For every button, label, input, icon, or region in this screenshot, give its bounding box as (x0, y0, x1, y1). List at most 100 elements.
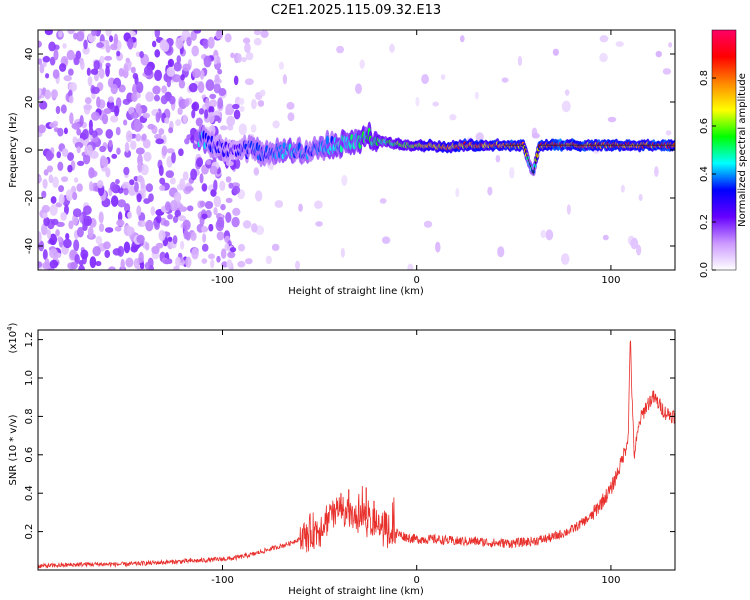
snr-y-tick-label: 0.6 (24, 447, 35, 463)
spectrogram-noise-blob (237, 243, 246, 252)
spectrogram-noise-blob (173, 191, 182, 203)
spectrogram-noise-blob (381, 236, 391, 244)
spectrogram-noise-blob (225, 103, 235, 116)
spectrogram-noise-blob (68, 95, 74, 104)
spectrogram-noise-blob (55, 105, 61, 115)
spectrogram-noise-blob (141, 133, 147, 141)
spectrogram-noise-blob (49, 56, 56, 66)
spectrogram-noise-blob (58, 194, 65, 205)
snr-y-tick-label: 0.2 (24, 524, 35, 540)
spectrogram-noise-blob (73, 177, 79, 183)
spectrogram-noise-blob (602, 234, 609, 241)
spectrogram-noise-blob (140, 177, 145, 189)
spectrogram-noise-blob (225, 176, 232, 183)
spectrogram-noise-blob (566, 204, 571, 215)
spectrogram-noise-blob (136, 92, 141, 99)
spectrogram-noise-blob (124, 203, 131, 213)
spectrogram-noise-blob (158, 164, 164, 177)
snr-series-line (38, 340, 675, 569)
spectrogram-noise-blob (123, 64, 129, 73)
spectrogram-noise-blob (218, 87, 227, 97)
spectrogram-noise-blob (501, 77, 509, 83)
spectrogram-noise-blob (615, 41, 624, 47)
spectrogram-noise-blob (97, 179, 104, 189)
spectrogram-noise-blob (52, 176, 59, 188)
spectrogram-noise-blob (540, 229, 546, 239)
spectrogram-noise-blob (208, 253, 216, 260)
colorbar-ticks: 0.0 0.2 0.4 0.6 0.8 (699, 70, 716, 278)
spectrogram-noise-blob (61, 148, 69, 157)
spectrogram-noise-blob (164, 201, 171, 212)
spectrogram-noise-blob (42, 212, 48, 219)
spectrogram-noise-blob (136, 205, 142, 216)
spectrogram-noise-blob (219, 125, 228, 131)
snr-x-ticks: -100 0 100 (211, 330, 620, 586)
spectrogram-noise-blob (175, 37, 184, 50)
spectrogram-noise-blob (63, 75, 72, 82)
spectrogram-noise-blob (65, 232, 70, 240)
spectrogram-noise-blob (198, 108, 205, 115)
spectrogram-noise-blob (171, 151, 176, 164)
spectrogram-noise-blob (207, 36, 215, 49)
spectrogram-noise-blob (495, 154, 501, 163)
spectrogram-noise-blob (58, 185, 65, 193)
spectrogram-noise-blob (407, 263, 414, 270)
spectrogram-noise-blob (665, 130, 672, 136)
spectrogram-noise-blob (654, 166, 659, 178)
spectrogram-noise-blob (81, 128, 89, 140)
spectrogram-noise-blob (237, 260, 246, 268)
spectrogram-noise-blob (127, 37, 134, 50)
spectrogram-noise-blob (159, 39, 168, 51)
spectrogram-noise-blob (561, 100, 571, 113)
spectrogram-noise-blob (38, 231, 42, 244)
spectrogram-noise-blob (191, 109, 196, 119)
spectrogram-noise-blob (117, 199, 126, 208)
spectrogram-y-tick-label: -40 (24, 238, 35, 254)
spectrogram-noise-blob (230, 52, 235, 59)
spectrogram-noise-blob (72, 191, 78, 201)
spectrogram-noise-blob (57, 161, 64, 172)
spectrogram-noise-blob (271, 243, 280, 252)
spectrogram-noise-blob (655, 50, 662, 58)
spectrogram-noise-blob (455, 187, 460, 198)
spectrogram-noise-blob (80, 60, 85, 71)
spectrogram-noise-blob (123, 166, 130, 176)
spectrogram-noise-blob (98, 211, 104, 224)
spectrogram-noise-blob (114, 226, 122, 232)
spectrogram-noise-blob (98, 68, 105, 79)
spectrogram-noise-blob (209, 93, 217, 100)
spectrogram-noise-blob (341, 174, 348, 186)
colorbar-tick-label: 0.6 (699, 118, 710, 134)
spectrogram-noise-blob (185, 231, 191, 241)
spectrogram-noise-blob (216, 216, 225, 228)
spectrogram-noise-blob (77, 160, 85, 166)
spectrogram-noise-blob (76, 146, 81, 154)
spectrogram-noise-blob (174, 210, 181, 218)
spectrogram-noise-blob (63, 127, 68, 135)
spectrogram-noise-blob (186, 36, 192, 47)
snr-x-tick-label: 0 (414, 575, 420, 586)
spectrogram-noise-blob (150, 206, 156, 216)
spectrogram-y-tick-label: 20 (24, 96, 35, 109)
spectrogram-noise-blob (166, 79, 172, 88)
spectrogram-noise-blob (49, 122, 58, 128)
spectrogram-x-tick-label: -100 (211, 275, 234, 286)
spectrogram-noise-blob (168, 127, 174, 134)
spectrogram-noise-blob (67, 152, 75, 161)
spectrogram-noise-blob (144, 242, 150, 251)
spectrogram-noise-blob (104, 249, 111, 259)
spectrogram-noise-blob (195, 117, 203, 127)
spectrogram-noise-blob (42, 178, 48, 189)
spectrogram-noise-blob (60, 212, 67, 221)
spectrogram-noise-blob (242, 37, 251, 44)
spectrogram-noise-blob (107, 96, 115, 103)
spectrogram-noise-blob (55, 229, 60, 237)
spectrogram-noise-blob (159, 185, 166, 191)
spectrogram-noise-blob (190, 135, 196, 144)
spectrogram-noise-blob (145, 183, 154, 193)
spectrogram-noise-blob (497, 246, 505, 258)
spectrogram-noise-blob (166, 156, 173, 168)
spectrogram-noise-blob (129, 179, 135, 186)
spectrogram-noise (38, 30, 673, 270)
